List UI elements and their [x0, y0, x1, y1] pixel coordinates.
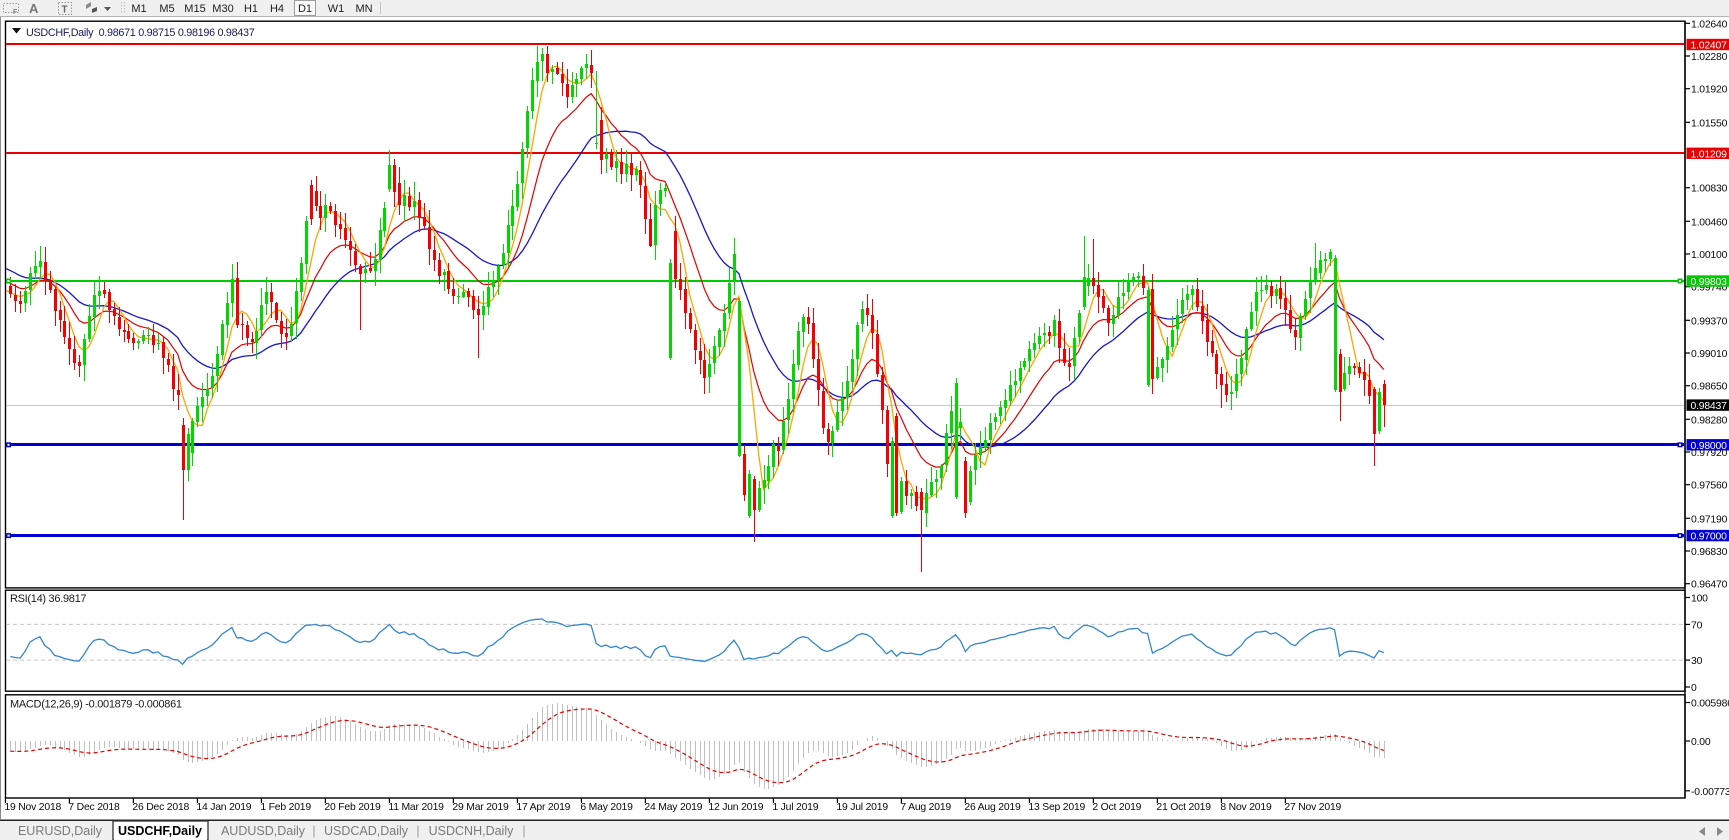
svg-text:EURUSD,Daily: EURUSD,Daily [18, 824, 103, 838]
svg-text:17 Apr 2019: 17 Apr 2019 [516, 802, 570, 813]
svg-text:M30: M30 [212, 3, 233, 15]
svg-text:12 Jun 2019: 12 Jun 2019 [708, 802, 763, 813]
svg-text:29 Mar 2019: 29 Mar 2019 [452, 802, 509, 813]
svg-text:|: | [312, 824, 315, 838]
svg-text:11 Mar 2019: 11 Mar 2019 [388, 802, 444, 813]
svg-text:1.01209: 1.01209 [1691, 149, 1728, 160]
svg-text:13 Sep 2019: 13 Sep 2019 [1028, 802, 1085, 813]
svg-text:0.98650: 0.98650 [1691, 382, 1728, 393]
svg-text:MN: MN [355, 3, 372, 15]
svg-text:H4: H4 [270, 3, 284, 15]
svg-text:USDCHF,Daily: USDCHF,Daily [118, 824, 202, 838]
svg-text:1.00460: 1.00460 [1691, 217, 1728, 228]
svg-text:1.01920: 1.01920 [1691, 85, 1728, 96]
svg-text:|: | [522, 824, 525, 838]
svg-text:USDCHF,Daily 0.98671 0.98715: USDCHF,Daily 0.98671 0.98715 0.98196 0.9… [26, 27, 255, 39]
svg-text:|: | [416, 824, 419, 838]
svg-text:0.96470: 0.96470 [1691, 580, 1728, 591]
svg-text:1.00830: 1.00830 [1691, 184, 1728, 195]
svg-text:D1: D1 [298, 3, 312, 15]
svg-text:M1: M1 [131, 3, 146, 15]
svg-text:1.00100: 1.00100 [1691, 250, 1728, 261]
svg-text:0.99370: 0.99370 [1691, 316, 1728, 327]
svg-text:W1: W1 [328, 3, 345, 15]
svg-text:M15: M15 [184, 3, 205, 15]
svg-text:0.97920: 0.97920 [1691, 448, 1728, 459]
svg-text:2 Oct 2019: 2 Oct 2019 [1092, 802, 1141, 813]
svg-text:27 Nov 2019: 27 Nov 2019 [1284, 802, 1341, 813]
svg-text:20 Feb 2019: 20 Feb 2019 [324, 802, 381, 813]
svg-text:7 Dec 2018: 7 Dec 2018 [68, 802, 120, 813]
svg-text:6 May 2019: 6 May 2019 [580, 802, 633, 813]
svg-text:0.96830: 0.96830 [1691, 547, 1728, 558]
svg-text:0.99740: 0.99740 [1691, 283, 1728, 294]
svg-text:100: 100 [1691, 594, 1708, 605]
svg-text:MACD(12,26,9) -0.001879 -0.000: MACD(12,26,9) -0.001879 -0.000861 [10, 699, 182, 711]
svg-text:1 Feb 2019: 1 Feb 2019 [260, 802, 311, 813]
svg-text:19 Jul 2019: 19 Jul 2019 [836, 802, 888, 813]
svg-text:0: 0 [1691, 683, 1697, 694]
svg-text:70: 70 [1691, 620, 1703, 631]
svg-text:F: F [13, 9, 17, 16]
svg-text:0.98280: 0.98280 [1691, 415, 1728, 426]
svg-text:0.97560: 0.97560 [1691, 481, 1728, 492]
svg-text:1.01550: 1.01550 [1691, 118, 1728, 129]
svg-text:0.99803: 0.99803 [1691, 277, 1728, 288]
svg-text:AUDUSD,Daily: AUDUSD,Daily [221, 824, 306, 838]
svg-text:H1: H1 [244, 3, 258, 15]
svg-text:0.98000: 0.98000 [1691, 441, 1728, 452]
svg-text:0.005986: 0.005986 [1691, 699, 1729, 710]
svg-text:0.97190: 0.97190 [1691, 514, 1728, 525]
svg-text:1 Jul 2019: 1 Jul 2019 [772, 802, 818, 813]
svg-text:8 Nov 2019: 8 Nov 2019 [1220, 802, 1272, 813]
svg-text:21 Oct 2019: 21 Oct 2019 [1156, 802, 1211, 813]
svg-text:0.00: 0.00 [1691, 737, 1711, 748]
svg-text:30: 30 [1691, 656, 1703, 667]
svg-text:0.98437: 0.98437 [1691, 401, 1728, 412]
svg-text:A: A [29, 1, 39, 16]
svg-text:1.02280: 1.02280 [1691, 52, 1728, 63]
svg-text:26 Aug 2019: 26 Aug 2019 [964, 802, 1021, 813]
svg-text:RSI(14) 36.9817: RSI(14) 36.9817 [10, 593, 86, 605]
svg-text:26 Dec 2018: 26 Dec 2018 [132, 802, 189, 813]
svg-text:7 Aug 2019: 7 Aug 2019 [900, 802, 951, 813]
svg-text:0.97000: 0.97000 [1691, 532, 1728, 543]
svg-text:24 May 2019: 24 May 2019 [644, 802, 702, 813]
svg-text:0.99010: 0.99010 [1691, 349, 1728, 360]
svg-text:-0.007737: -0.007737 [1691, 787, 1729, 798]
svg-text:1.02640: 1.02640 [1691, 19, 1728, 30]
svg-text:M5: M5 [159, 3, 174, 15]
svg-text:19 Nov 2018: 19 Nov 2018 [4, 802, 61, 813]
svg-text:T: T [62, 5, 68, 16]
svg-text:USDCNH,Daily: USDCNH,Daily [429, 824, 514, 838]
svg-text:1.02407: 1.02407 [1691, 41, 1728, 52]
svg-text:14 Jan 2019: 14 Jan 2019 [196, 802, 251, 813]
svg-text:USDCAD,Daily: USDCAD,Daily [324, 824, 409, 838]
